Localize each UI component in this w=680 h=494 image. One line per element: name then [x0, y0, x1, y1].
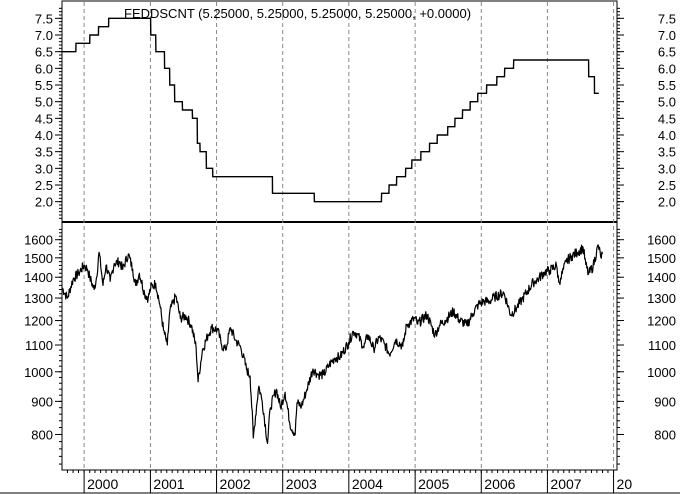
y-tick-label-right: 4.5	[658, 111, 676, 126]
y-tick-label-right: 1400	[647, 270, 676, 285]
y-tick-label-left: 1000	[24, 365, 53, 380]
y-tick-label-left: 3.5	[35, 145, 53, 160]
x-tick-label: 2007	[550, 476, 581, 492]
y-tick-label-right: 4.0	[658, 128, 676, 143]
y-tick-label-right: 3.5	[658, 145, 676, 160]
y-tick-label-left: 1400	[24, 270, 53, 285]
y-tick-label-right: 2.0	[658, 195, 676, 210]
y-tick-label-right: 1000	[647, 365, 676, 380]
y-tick-label-left: 1600	[24, 233, 53, 248]
x-tick-label: 2001	[153, 476, 184, 492]
chart-title: FEDDSCNT (5.25000, 5.25000, 5.25000, 5.2…	[124, 6, 471, 21]
y-tick-label-left: 4.0	[35, 128, 53, 143]
y-tick-label-right: 800	[654, 427, 676, 442]
y-tick-label-left: 1100	[25, 338, 53, 353]
y-tick-label-right: 900	[654, 394, 676, 409]
x-tick-label: 2005	[418, 476, 449, 492]
y-tick-label-right: 5.0	[658, 95, 676, 110]
feddscnt-line	[62, 17, 599, 203]
y-tick-label-left: 7.0	[35, 28, 53, 43]
y-tick-label-right: 1200	[647, 314, 676, 329]
x-tick-label: 2003	[286, 476, 317, 492]
y-tick-label-left: 5.5	[35, 78, 53, 93]
plot-frame	[61, 0, 618, 471]
grid-layer	[83, 2, 615, 470]
y-tick-label-right: 6.0	[658, 61, 676, 76]
x-tick-label: 2006	[484, 476, 515, 492]
y-tick-label-left: 4.5	[35, 111, 53, 126]
y-tick-label-left: 7.5	[35, 11, 53, 26]
y-tick-label-right: 5.5	[658, 78, 676, 93]
x-tick-label: 20	[617, 476, 633, 492]
y-tick-label-left: 900	[31, 394, 53, 409]
y-tick-label-right: 7.5	[658, 11, 676, 26]
y-tick-label-right: 6.5	[658, 45, 676, 60]
y-tick-label-right: 2.5	[658, 178, 676, 193]
y-tick-label-left: 6.5	[35, 45, 53, 60]
x-tick-label: 2004	[352, 476, 383, 492]
y-tick-label-left: 800	[31, 427, 53, 442]
index-price-line	[61, 244, 604, 444]
y-tick-label-left: 1200	[24, 314, 53, 329]
y-tick-label-left: 1300	[24, 291, 53, 306]
x-tick-label: 2000	[87, 476, 118, 492]
x-tick-label: 2002	[220, 476, 251, 492]
y-tick-label-right: 1500	[647, 251, 676, 266]
series-layer	[61, 17, 604, 444]
y-tick-label-left: 6.0	[35, 61, 53, 76]
y-tick-label-left: 5.0	[35, 95, 53, 110]
y-tick-label-right: 1600	[647, 233, 676, 248]
y-tick-label-right: 1100	[648, 338, 676, 353]
y-tick-label-right: 3.0	[658, 161, 676, 176]
axis-layer: 2000 2001 2002 2003 2004 2005 2006 2007 20 2.0 2.0…	[24, 7, 676, 493]
y-tick-label-left: 2.5	[35, 178, 53, 193]
y-tick-label-left: 1500	[24, 251, 53, 266]
y-tick-label-right: 7.0	[658, 28, 676, 43]
y-tick-label-left: 3.0	[35, 161, 53, 176]
y-tick-label-left: 2.0	[35, 195, 53, 210]
y-tick-label-right: 1300	[647, 291, 676, 306]
